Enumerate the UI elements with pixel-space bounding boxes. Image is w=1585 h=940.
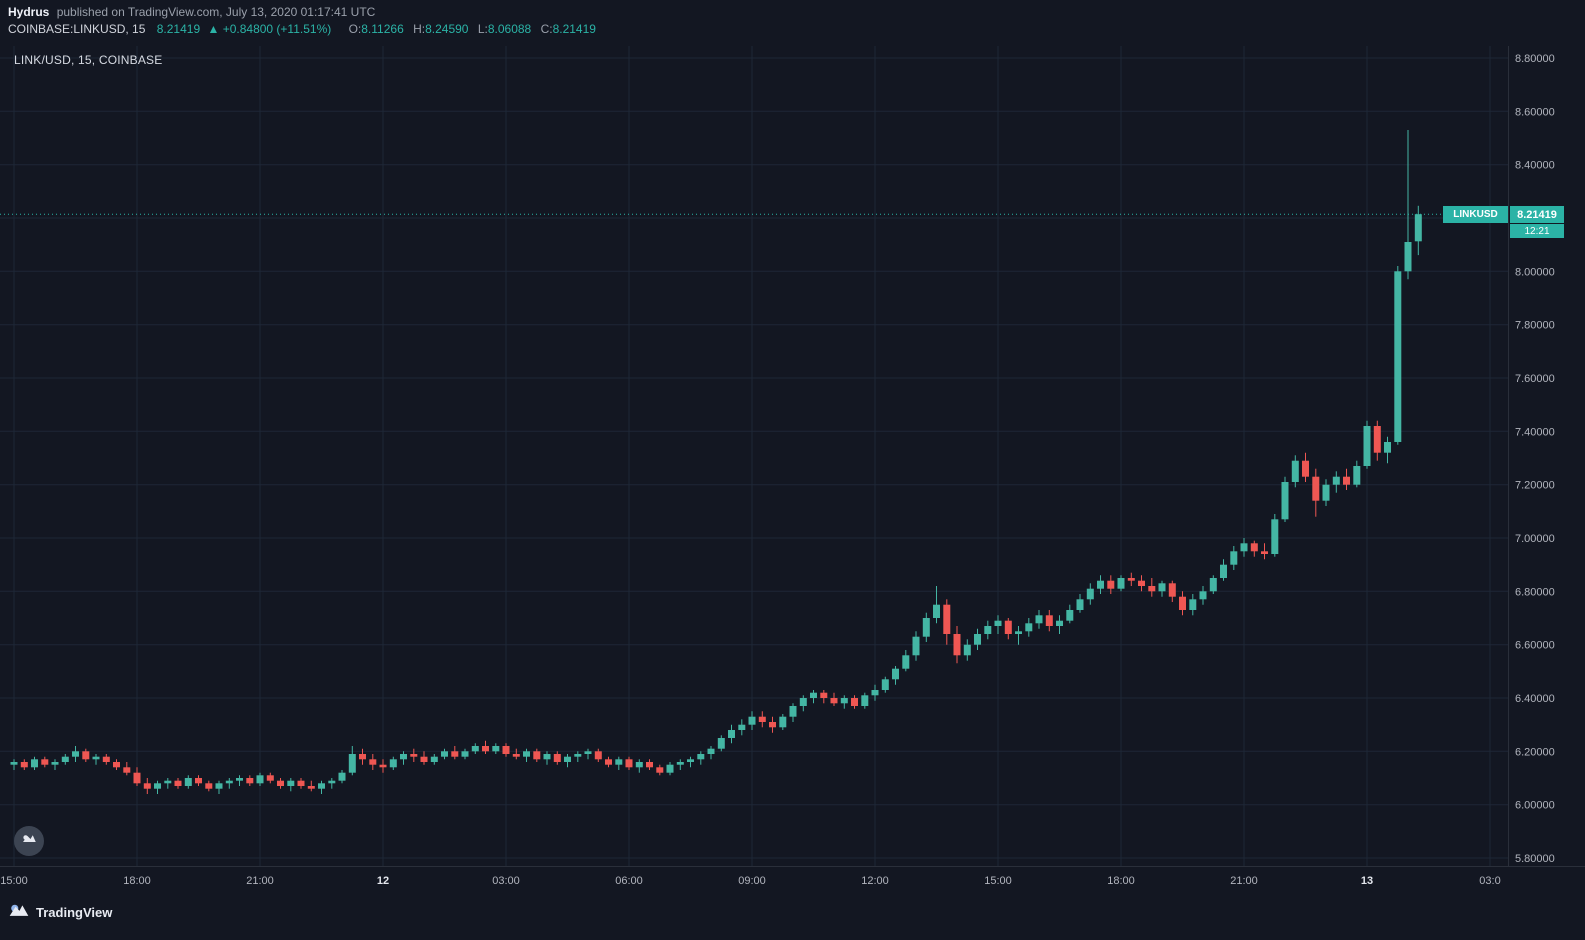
chart-legend: LINK/USD, 15, COINBASE bbox=[14, 53, 163, 67]
svg-text:7.40000: 7.40000 bbox=[1515, 426, 1555, 438]
svg-text:03:00: 03:00 bbox=[492, 875, 520, 887]
svg-text:21:00: 21:00 bbox=[246, 875, 274, 887]
published-text: published on TradingView.com, July 13, 2… bbox=[56, 5, 376, 19]
svg-text:7.20000: 7.20000 bbox=[1515, 480, 1555, 492]
price-tag-value: 8.21419 bbox=[1510, 206, 1564, 223]
svg-text:12: 12 bbox=[377, 875, 389, 887]
high-label: H: bbox=[413, 22, 426, 36]
svg-text:06:00: 06:00 bbox=[615, 875, 643, 887]
author-name: Hydrus bbox=[8, 5, 50, 19]
svg-text:13: 13 bbox=[1361, 875, 1373, 887]
svg-text:6.20000: 6.20000 bbox=[1515, 746, 1555, 758]
svg-text:15:00: 15:00 bbox=[984, 875, 1012, 887]
tradingview-watermark-button[interactable] bbox=[14, 826, 44, 856]
close-value: 8.21419 bbox=[552, 22, 596, 36]
svg-text:8.40000: 8.40000 bbox=[1515, 160, 1555, 172]
svg-text:7.60000: 7.60000 bbox=[1515, 373, 1555, 385]
svg-text:09:00: 09:00 bbox=[738, 875, 766, 887]
svg-text:8.80000: 8.80000 bbox=[1515, 53, 1555, 65]
svg-text:12:00: 12:00 bbox=[861, 875, 889, 887]
svg-text:8.60000: 8.60000 bbox=[1515, 106, 1555, 118]
up-arrow-icon: ▲ bbox=[207, 22, 220, 36]
tradingview-footer-link[interactable]: TradingView bbox=[8, 901, 112, 924]
svg-text:6.60000: 6.60000 bbox=[1515, 640, 1555, 652]
close-label: C: bbox=[540, 22, 553, 36]
svg-text:6.80000: 6.80000 bbox=[1515, 586, 1555, 598]
svg-text:7.00000: 7.00000 bbox=[1515, 533, 1555, 545]
svg-text:5.80000: 5.80000 bbox=[1515, 853, 1555, 865]
svg-text:15:00: 15:00 bbox=[0, 875, 28, 887]
svg-text:03:0: 03:0 bbox=[1479, 875, 1500, 887]
svg-text:18:00: 18:00 bbox=[1107, 875, 1135, 887]
last-price: 8.21419 bbox=[156, 22, 201, 36]
open-label: O: bbox=[348, 22, 362, 36]
price-tag-symbol: LINKUSD bbox=[1443, 206, 1508, 223]
chart-area[interactable]: 5.80000 6.00000 6.20000 6.40000 6.60000 6.800… bbox=[0, 46, 1585, 891]
symbol-header: COINBASE:LINKUSD, 15 8.21419 ▲ +0.84800 … bbox=[8, 22, 596, 36]
high-value: 8.24590 bbox=[425, 22, 469, 36]
publish-header: Hydrus published on TradingView.com, Jul… bbox=[8, 5, 375, 19]
svg-text:6.40000: 6.40000 bbox=[1515, 693, 1555, 705]
open-value: 8.11266 bbox=[361, 22, 404, 36]
tradingview-logo-icon bbox=[20, 830, 38, 853]
tradingview-brand-text: TradingView bbox=[36, 905, 113, 920]
price-change: ▲ +0.84800 (+11.51%) bbox=[207, 22, 332, 36]
svg-text:8.00000: 8.00000 bbox=[1515, 266, 1555, 278]
low-label: L: bbox=[477, 22, 488, 36]
candle-countdown: 12:21 bbox=[1510, 224, 1564, 238]
tradingview-logo-icon bbox=[8, 901, 30, 924]
price-chart-canvas[interactable]: 5.80000 6.00000 6.20000 6.40000 6.60000 6.800… bbox=[0, 46, 1585, 891]
svg-text:7.80000: 7.80000 bbox=[1515, 320, 1555, 332]
symbol-title: COINBASE:LINKUSD, 15 bbox=[8, 22, 146, 36]
svg-text:21:00: 21:00 bbox=[1230, 875, 1258, 887]
svg-text:18:00: 18:00 bbox=[123, 875, 151, 887]
low-value: 8.06088 bbox=[487, 22, 532, 36]
svg-text:6.00000: 6.00000 bbox=[1515, 800, 1555, 812]
